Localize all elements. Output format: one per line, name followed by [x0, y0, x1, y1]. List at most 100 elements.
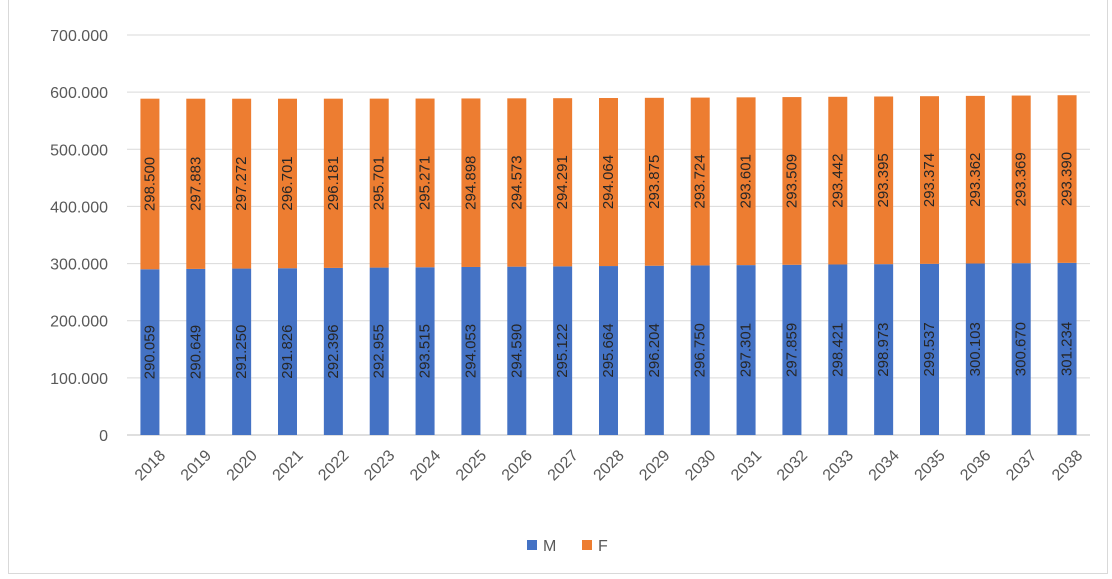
- data-label: 290.059: [141, 325, 158, 379]
- x-tick-label: 2036: [957, 447, 994, 484]
- x-axis-ticks: 2018 2019 2020 2021 2022 2023 2024 2025 2026 2027…: [132, 447, 1086, 484]
- data-label: 300.103: [967, 322, 984, 376]
- bar-m-2025: [461, 266, 481, 435]
- data-label: 296.750: [692, 323, 709, 377]
- bar-f-2030: [690, 97, 710, 266]
- y-tick-label: 600.000: [50, 85, 108, 102]
- y-tick-label: 400.000: [50, 199, 108, 216]
- x-tick-label: 2031: [728, 447, 765, 484]
- data-label: 300.670: [1013, 322, 1030, 376]
- bar-m-2038: [1057, 262, 1077, 435]
- data-label: 299.537: [921, 322, 938, 376]
- x-tick-label: 2018: [132, 447, 169, 484]
- x-tick-label: 2034: [866, 447, 903, 484]
- data-label: 293.369: [1013, 152, 1030, 206]
- bar-f-2024: [415, 98, 435, 268]
- legend-swatch-f: [582, 540, 592, 550]
- bar-m-2027: [553, 266, 573, 435]
- bar-m-2037: [1011, 263, 1031, 435]
- data-label: 294.898: [462, 156, 479, 210]
- data-label: 298.500: [141, 157, 158, 211]
- data-label: 294.053: [462, 324, 479, 378]
- data-label: 293.724: [692, 154, 709, 208]
- bar-labels: 290.059 298.500 290.649 297.883 291.250 297.2…: [141, 152, 1075, 379]
- data-label: 295.664: [600, 323, 617, 377]
- bar-f-2035: [920, 96, 939, 264]
- x-tick-label: 2024: [407, 447, 444, 484]
- x-tick-label: 2021: [269, 447, 306, 484]
- bar-m-2023: [369, 267, 389, 435]
- x-tick-label: 2027: [545, 447, 582, 484]
- data-label: 296.701: [279, 156, 296, 210]
- bar-m-2020: [232, 268, 252, 435]
- bar-f-2029: [644, 97, 664, 266]
- data-label: 297.883: [187, 157, 204, 211]
- data-label: 297.301: [738, 323, 755, 377]
- bar-m-2035: [920, 263, 939, 435]
- bar-f-2028: [599, 98, 618, 267]
- data-label: 298.973: [875, 322, 892, 376]
- bar-m-2021: [278, 268, 297, 435]
- bar-m-2030: [690, 265, 710, 435]
- data-label: 294.573: [508, 155, 525, 209]
- x-tick-label: 2038: [1049, 447, 1086, 484]
- data-label: 293.390: [1059, 152, 1076, 206]
- bar-f-2037: [1011, 95, 1031, 264]
- data-label: 293.509: [783, 154, 800, 208]
- data-label: 294.291: [554, 155, 571, 209]
- bars: [140, 95, 1077, 435]
- y-tick-label: 500.000: [50, 142, 108, 159]
- data-label: 292.955: [371, 324, 388, 378]
- data-label: 293.875: [646, 155, 663, 209]
- bar-m-2032: [782, 264, 802, 435]
- bar-f-2031: [736, 97, 756, 266]
- bar-m-2031: [736, 265, 756, 435]
- x-tick-label: 2019: [178, 447, 215, 484]
- data-label: 290.649: [187, 325, 204, 379]
- bar-m-2036: [965, 263, 985, 435]
- data-label: 298.421: [829, 323, 846, 377]
- y-tick-label: 200.000: [50, 314, 108, 331]
- x-tick-label: 2025: [453, 447, 490, 484]
- bar-m-2026: [507, 266, 527, 435]
- bar-f-2018: [140, 98, 160, 270]
- data-label: 295.271: [417, 156, 434, 210]
- bar-m-2022: [323, 267, 343, 435]
- legend-label: M: [543, 538, 556, 555]
- y-tick-label: 700.000: [50, 28, 108, 45]
- x-tick-label: 2035: [911, 447, 948, 484]
- x-tick-label: 2037: [1003, 447, 1040, 484]
- x-tick-label: 2023: [361, 447, 398, 484]
- data-label: 291.826: [279, 325, 296, 379]
- bar-f-2020: [232, 98, 252, 269]
- data-label: 293.515: [417, 324, 434, 378]
- y-tick-label: 300.000: [50, 257, 108, 274]
- data-label: 296.204: [646, 323, 663, 377]
- data-label: 297.272: [233, 157, 250, 211]
- bar-m-2028: [599, 266, 618, 435]
- data-label: 291.250: [233, 325, 250, 379]
- data-label: 295.701: [371, 156, 388, 210]
- data-label: 294.064: [600, 155, 617, 209]
- bar-f-2019: [186, 98, 206, 269]
- data-label: 294.590: [508, 324, 525, 378]
- bar-f-2021: [278, 98, 297, 269]
- bar-f-2027: [553, 98, 573, 267]
- bar-f-2023: [369, 98, 389, 268]
- legend-swatch-m: [527, 540, 537, 550]
- y-tick-label: 0: [99, 428, 108, 445]
- bar-f-2034: [874, 96, 894, 265]
- x-tick-label: 2029: [636, 447, 673, 484]
- bar-f-2025: [461, 98, 481, 267]
- data-label: 296.181: [325, 156, 342, 210]
- data-label: 293.395: [875, 153, 892, 207]
- data-label: 295.122: [554, 324, 571, 378]
- bar-f-2022: [323, 98, 343, 268]
- data-label: 297.859: [783, 323, 800, 377]
- legend-label: F: [598, 538, 608, 555]
- data-label: 293.601: [738, 154, 755, 208]
- x-tick-label: 2032: [774, 447, 811, 484]
- bar-f-2026: [507, 98, 527, 267]
- bar-m-2019: [186, 268, 206, 435]
